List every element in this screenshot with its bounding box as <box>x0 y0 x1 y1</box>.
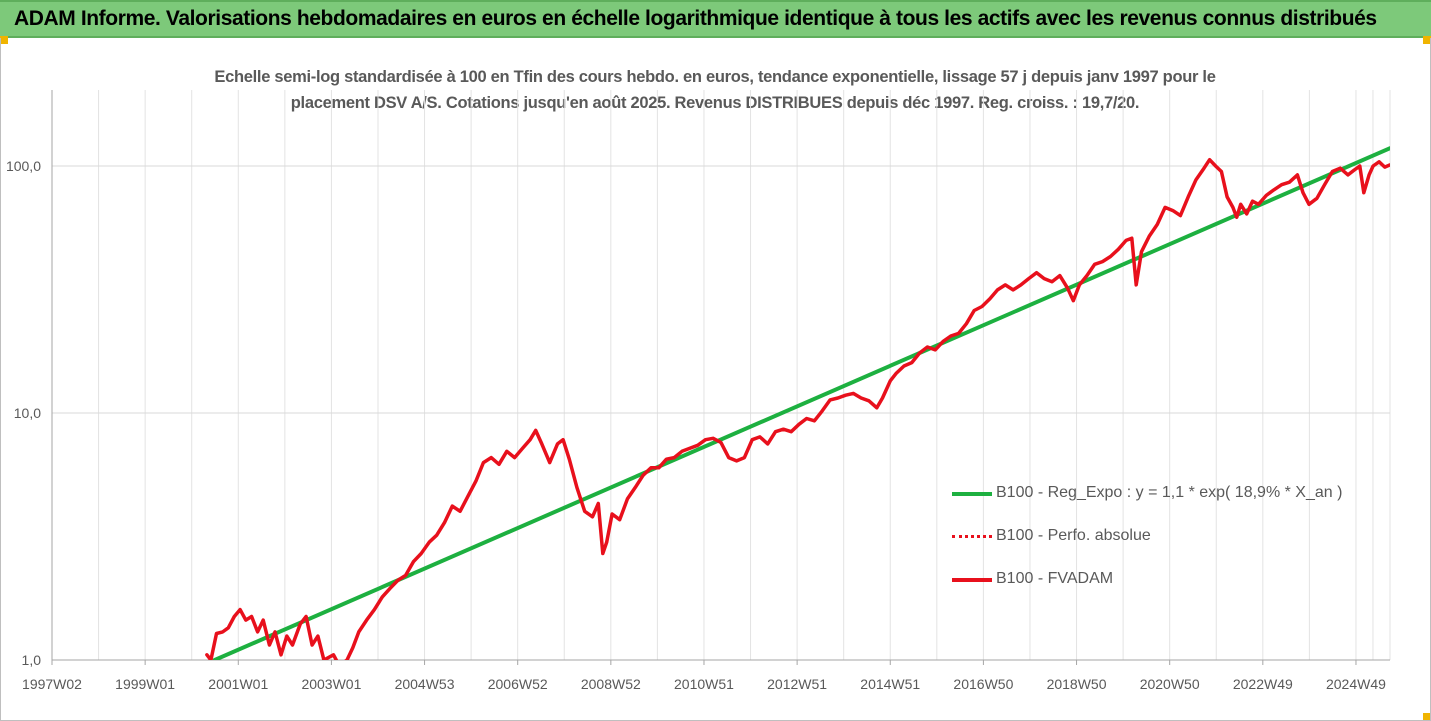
chart-series <box>205 146 1390 660</box>
series-line-0 <box>212 146 1390 660</box>
chart-title-line-2: placement DSV A/S. Cotations jusqu'en ao… <box>290 94 1140 112</box>
chart-legend: B100 - Reg_Expo : y = 1,1 * exp( 18,9% *… <box>950 480 1390 600</box>
x-tick-label: 2006W52 <box>488 676 548 692</box>
x-tick-label: 2012W51 <box>767 676 827 692</box>
chart-axes: 1997W02 1999W01 2001W01 2003W01 2004W53 2006W… <box>6 90 1390 692</box>
series-line-2 <box>205 157 1390 660</box>
x-tick-label: 2022W49 <box>1233 676 1293 692</box>
chart-title: Echelle semi-log standardisée à 100 en T… <box>130 64 1300 116</box>
x-tick-label: 2016W50 <box>953 676 1013 692</box>
x-tick-label: 2014W51 <box>860 676 920 692</box>
x-tick-label: 2020W50 <box>1140 676 1200 692</box>
x-tick-label: 2004W53 <box>395 676 455 692</box>
corner-marker-right <box>1423 36 1431 44</box>
x-tick-label: 2018W50 <box>1047 676 1107 692</box>
x-tick-label: 2008W52 <box>581 676 641 692</box>
y-tick-label: 100,0 <box>6 158 41 174</box>
corner-marker-bottom-right <box>1423 713 1431 721</box>
header-banner: ADAM Informe. Valorisations hebdomadaire… <box>0 0 1431 38</box>
legend-swatch-perfo-absolue <box>952 535 992 538</box>
legend-item-fvadam: B100 - FVADAM <box>950 568 1390 592</box>
chart-title-line-1: Echelle semi-log standardisée à 100 en T… <box>214 68 1216 86</box>
legend-label-fvadam: B100 - FVADAM <box>996 570 1114 587</box>
y-tick-label: 1,0 <box>22 652 42 668</box>
legend-label-perfo-absolue: B100 - Perfo. absolue <box>996 527 1151 544</box>
legend-item-perfo-absolue: B100 - Perfo. absolue <box>950 525 1390 549</box>
legend-label-reg-expo: B100 - Reg_Expo : y = 1,1 * exp( 18,9% *… <box>996 484 1343 501</box>
legend-item-reg-expo: B100 - Reg_Expo : y = 1,1 * exp( 18,9% *… <box>950 482 1390 506</box>
x-tick-label: 2001W01 <box>208 676 268 692</box>
x-tick-label: 2003W01 <box>301 676 361 692</box>
x-tick-label: 1997W02 <box>22 676 82 692</box>
y-tick-label: 10,0 <box>14 405 41 421</box>
corner-marker-left <box>0 36 8 44</box>
x-tick-label: 2024W49 <box>1326 676 1386 692</box>
legend-swatch-fvadam <box>952 578 992 582</box>
legend-swatch-reg-expo <box>952 492 992 496</box>
x-tick-label: 2010W51 <box>674 676 734 692</box>
x-tick-label: 1999W01 <box>115 676 175 692</box>
banner-title: ADAM Informe. Valorisations hebdomadaire… <box>14 7 1377 30</box>
